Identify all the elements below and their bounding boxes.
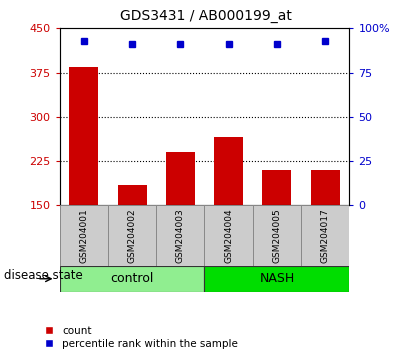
Text: NASH: NASH <box>259 272 295 285</box>
Text: GSM204005: GSM204005 <box>272 208 282 263</box>
Text: disease state: disease state <box>4 269 83 282</box>
Bar <box>214 137 243 205</box>
Bar <box>108 205 156 266</box>
Bar <box>69 67 98 205</box>
Legend: count, percentile rank within the sample: count, percentile rank within the sample <box>38 326 238 349</box>
Bar <box>301 205 349 266</box>
Bar <box>311 170 339 205</box>
Bar <box>118 185 146 205</box>
Text: GSM204017: GSM204017 <box>321 208 330 263</box>
Text: GDS3431 / AB000199_at: GDS3431 / AB000199_at <box>120 9 291 23</box>
Bar <box>60 266 205 292</box>
Bar <box>262 170 291 205</box>
Bar <box>156 205 204 266</box>
Text: GSM204001: GSM204001 <box>79 208 88 263</box>
Text: GSM204004: GSM204004 <box>224 208 233 263</box>
Bar <box>60 205 108 266</box>
Bar <box>204 205 253 266</box>
Bar <box>253 205 301 266</box>
Text: GSM204003: GSM204003 <box>176 208 185 263</box>
Bar <box>166 152 195 205</box>
Text: GSM204002: GSM204002 <box>127 208 136 263</box>
Bar <box>204 266 349 292</box>
Text: control: control <box>110 272 154 285</box>
